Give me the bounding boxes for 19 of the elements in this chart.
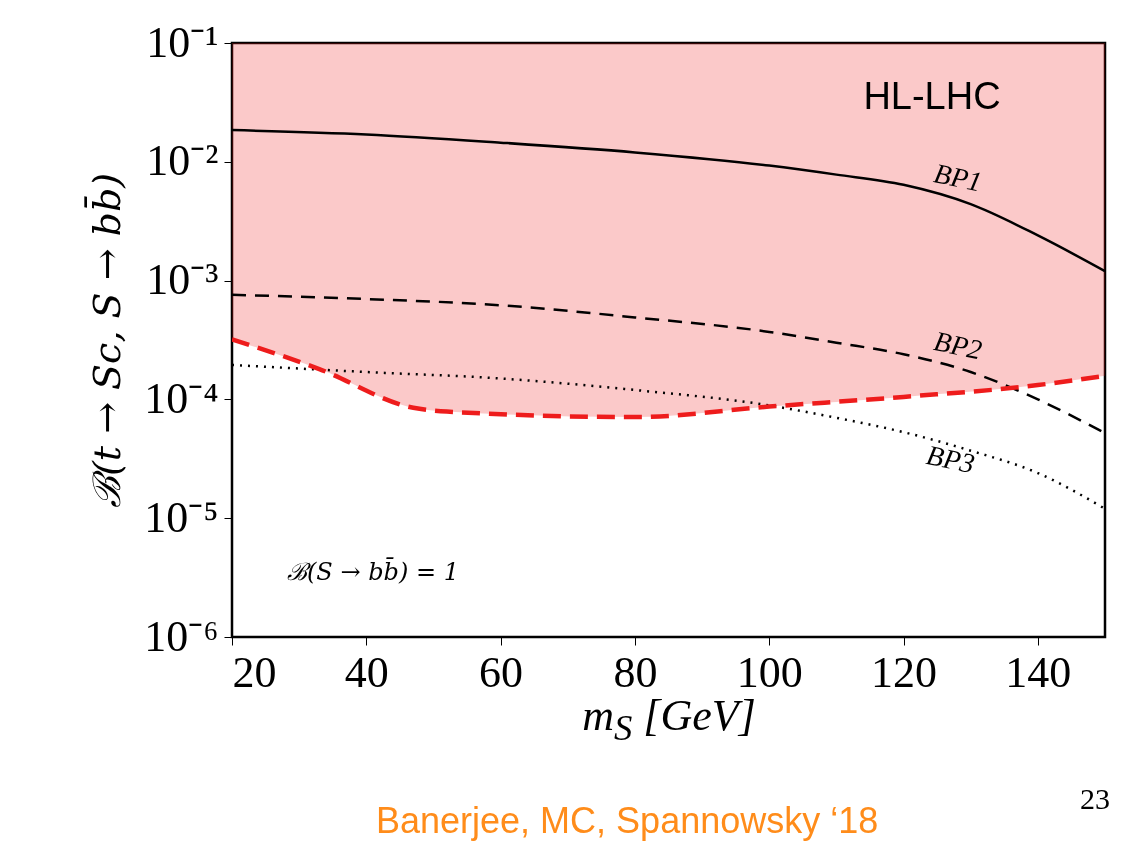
x-tick-label: 60 <box>479 647 524 697</box>
y-tick-label: 10⁻⁴ <box>144 373 219 423</box>
y-axis-title: ℬ(t → Sc, S → bb̄) <box>83 172 130 509</box>
x-tick-label: 120 <box>871 647 938 697</box>
x-tick-label: 40 <box>344 647 389 697</box>
text: 23 <box>1080 782 1110 816</box>
x-tick-label: 20 <box>232 647 277 697</box>
x-tick-label: 140 <box>1005 647 1072 697</box>
text: BP2 <box>931 325 985 366</box>
annotation: ℬ(S → bb̄) = 1 <box>287 556 459 586</box>
y-tick-label: 10⁻¹ <box>146 17 219 67</box>
y-tick-label: 10⁻⁵ <box>144 492 219 542</box>
annotation: HL-LHC <box>863 75 1001 117</box>
y-tick-label: 10⁻⁶ <box>144 611 219 661</box>
text: BP3 <box>923 439 978 480</box>
y-tick-label: 10⁻³ <box>146 255 219 305</box>
text: BP1 <box>931 157 985 198</box>
y-tick-label: 10⁻² <box>146 136 219 186</box>
text: Banerjee, MC, Spannowsky ‘18 <box>376 800 879 842</box>
